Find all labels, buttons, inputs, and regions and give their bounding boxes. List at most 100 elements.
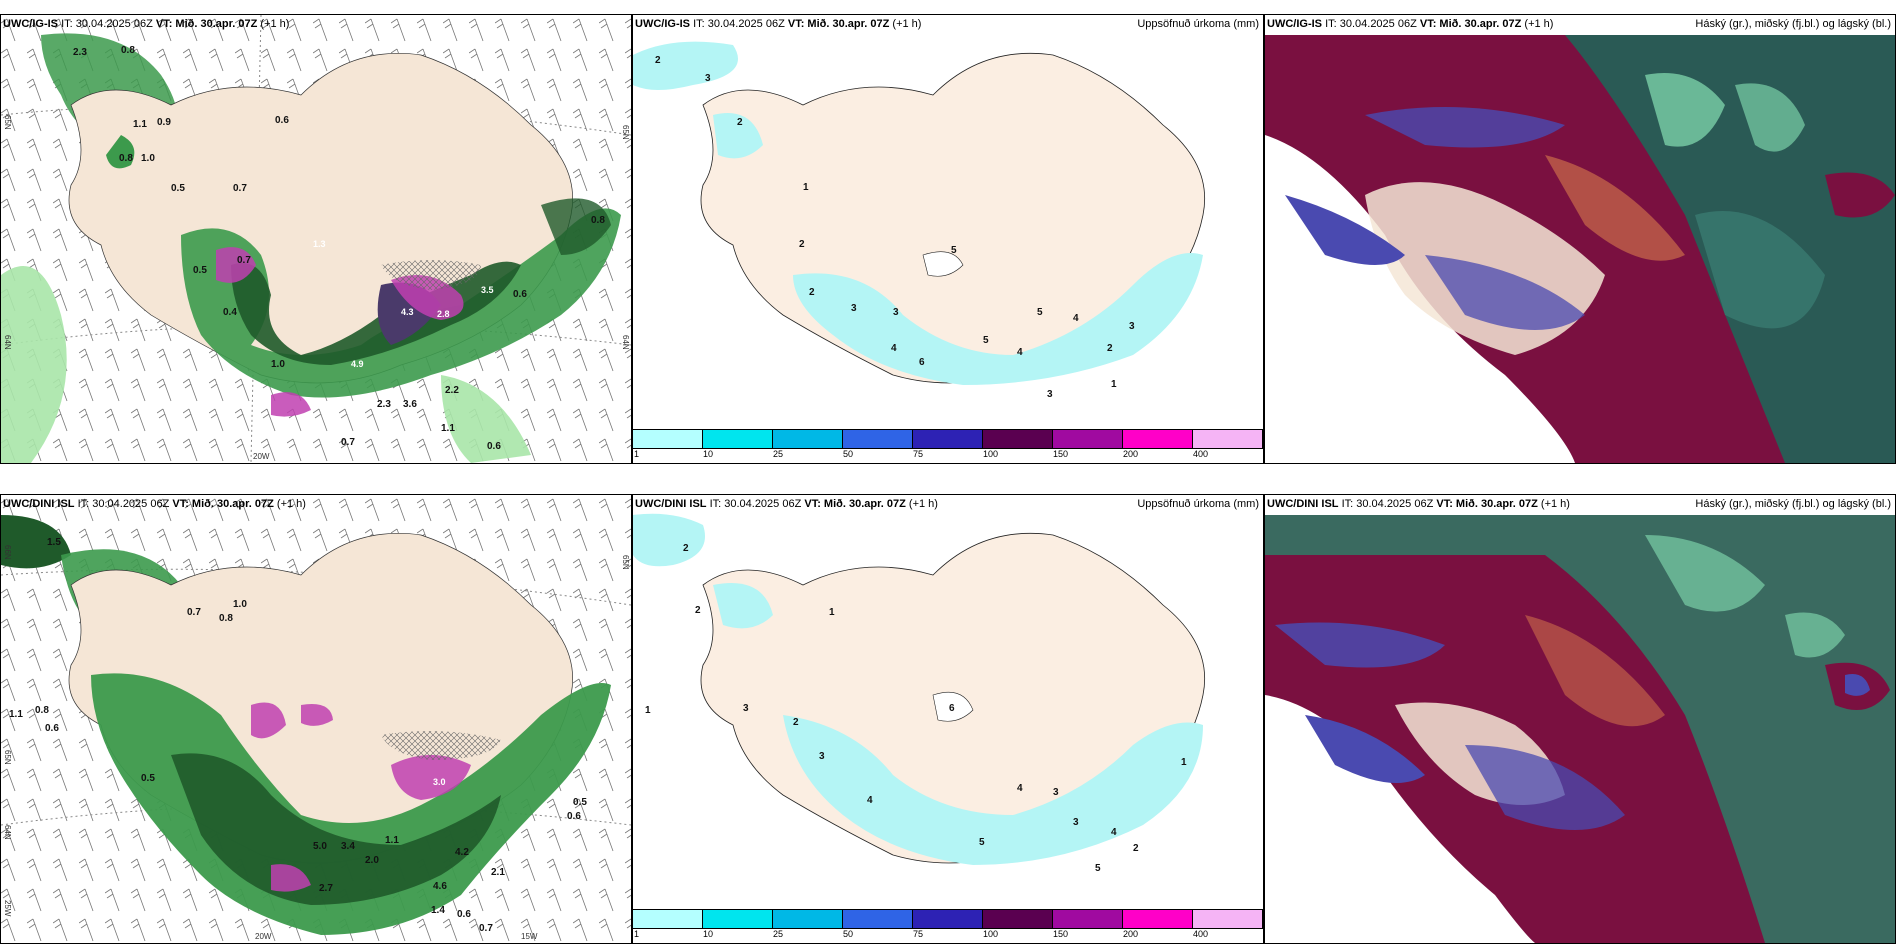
legend-swatch [1123, 910, 1193, 928]
precip-map-top: 2 3 2 1 2 3 2 3 4 5 6 5 4 3 2 1 3 4 5 [633, 41, 1206, 400]
precip-value: 1 [803, 182, 809, 193]
axis-label-lat65-right: 65N [621, 125, 630, 140]
precip-value: 3 [705, 73, 711, 84]
wind-value: 0.7 [187, 607, 201, 618]
wind-value: 1.5 [47, 537, 61, 548]
precip-value: 6 [949, 703, 955, 714]
axis-label-lat65: 65N [3, 115, 12, 130]
precip-value: 5 [951, 245, 957, 256]
axis-label-lon20: 20W [253, 452, 270, 461]
legend-swatch [913, 430, 983, 448]
wind-map-top: 65N 64N 65N 64N 20W 2.3 0.8 1.1 0.9 1.0 … [1, 15, 631, 463]
wind-value: 4.6 [433, 881, 447, 892]
cloud-map-bottom [1265, 515, 1895, 943]
legend-tick: 200 [1123, 929, 1139, 939]
wind-value: 0.6 [487, 441, 501, 452]
panel-header: UWC/IG-IS IT: 30.04.2025 06Z VT: Mið. 30… [635, 18, 922, 30]
legend-swatch [1053, 910, 1123, 928]
legend-tick: 150 [1053, 449, 1069, 459]
wind-value: 1.0 [233, 599, 247, 610]
wind-value: 0.8 [591, 215, 605, 226]
wind-value: 2.8 [437, 309, 450, 319]
wind-value: 1.3 [313, 239, 326, 249]
wind-value: 0.9 [157, 117, 171, 128]
precip-value: 4 [891, 343, 897, 354]
precip-value: 2 [695, 605, 701, 616]
wind-value: 1.1 [9, 709, 23, 720]
legend-swatch [843, 430, 913, 448]
legend-tick: 150 [1053, 929, 1069, 939]
precip-value: 1 [1111, 379, 1117, 390]
precip-value: 1 [645, 705, 651, 716]
legend-tick: 1 [634, 929, 640, 939]
cloud-map-panel-bottom: UWC/DINI ISL IT: 30.04.2025 06Z VT: Mið.… [1264, 494, 1896, 944]
legend-swatch [983, 430, 1053, 448]
legend-tick: 25 [773, 449, 784, 459]
legend-swatch [1193, 910, 1263, 928]
wind-value: 2.3 [377, 399, 391, 410]
legend-swatch [1193, 430, 1263, 448]
cloud-map-top [1265, 35, 1895, 463]
wind-value: 0.8 [119, 153, 133, 164]
precip-title: Uppsöfnuð úrkoma (mm) [1137, 498, 1259, 510]
precip-value: 3 [1053, 787, 1059, 798]
wind-value: 2.1 [491, 867, 505, 878]
legend-tick: 75 [913, 449, 924, 459]
precip-value: 1 [1181, 757, 1187, 768]
legend-tick: 100 [983, 929, 999, 939]
wind-value: 0.7 [237, 255, 251, 266]
wind-value: 1.1 [441, 423, 455, 434]
clouds-title: Háský (gr.), miðský (fj.bl.) og lágský (… [1695, 498, 1891, 510]
legend-swatch [983, 910, 1053, 928]
axis-label-lat64-right: 64N [621, 335, 630, 350]
precip-value: 2 [1107, 343, 1113, 354]
precip-value: 2 [655, 55, 661, 66]
axis-label-lat65: 65N [3, 750, 12, 765]
precip-value: 4 [1111, 827, 1117, 838]
precip-value: 3 [893, 307, 899, 318]
wind-value: 4.2 [455, 847, 469, 858]
precip-value: 2 [793, 717, 799, 728]
wind-value: 0.6 [567, 811, 581, 822]
precip-value: 3 [819, 751, 825, 762]
precip-value: 3 [1129, 321, 1135, 332]
legend-tick: 25 [773, 929, 784, 939]
wind-value: 0.8 [35, 705, 49, 716]
precip-value: 3 [743, 703, 749, 714]
legend-swatch [1053, 430, 1123, 448]
legend-swatch [633, 910, 703, 928]
precip-value: 4 [1073, 313, 1079, 324]
precip-value: 4 [867, 795, 873, 806]
wind-value: 0.7 [479, 923, 493, 934]
wind-value: 4.9 [351, 359, 364, 369]
clouds-title: Háský (gr.), miðský (fj.bl.) og lágský (… [1695, 18, 1891, 30]
precip-value: 3 [1073, 817, 1079, 828]
precip-value: 2 [737, 117, 743, 128]
wind-value: 0.6 [457, 909, 471, 920]
panel-header: UWC/IG-IS IT: 30.04.2025 06Z VT: Mið. 30… [1267, 18, 1554, 30]
wind-value: 1.0 [271, 359, 285, 370]
wind-value: 0.8 [219, 613, 233, 624]
precip-value: 5 [1095, 863, 1101, 874]
precip-value: 4 [1017, 347, 1023, 358]
precip-value: 5 [1037, 307, 1043, 318]
axis-label-lat65-right: 65N [621, 555, 630, 570]
wind-value: 2.2 [445, 385, 459, 396]
wind-map-panel-top: UWC/IG-IS IT: 30.04.2025 06Z VT: Mið. 30… [0, 14, 632, 464]
wind-value: 0.6 [45, 723, 59, 734]
legend-tick: 200 [1123, 449, 1139, 459]
legend-swatch [773, 430, 843, 448]
wind-value: 4.3 [401, 307, 414, 317]
wind-value: 0.5 [171, 183, 185, 194]
legend-swatch [703, 910, 773, 928]
wind-map-bottom: 66N 65N 64N 25W 65N 20W 15W 1.5 1.1 0.8 … [1, 495, 631, 943]
legend-tick: 400 [1193, 929, 1209, 939]
precip-value: 2 [683, 543, 689, 554]
wind-value: 3.4 [341, 841, 355, 852]
precip-value: 3 [1047, 389, 1053, 400]
wind-value: 1.1 [385, 835, 399, 846]
legend-tick: 75 [913, 929, 924, 939]
axis-label-lon25: 25W [3, 900, 12, 917]
precip-legend: 1 10 25 50 75 100 150 200 400 [633, 429, 1263, 463]
wind-value: 1.1 [133, 119, 147, 130]
